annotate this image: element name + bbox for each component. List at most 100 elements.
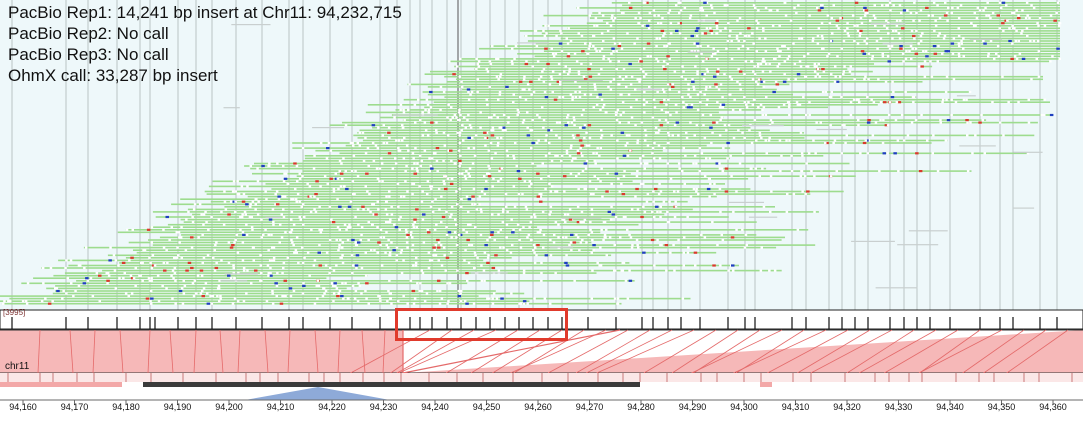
read-label-mark — [340, 295, 344, 298]
read-label-mark — [430, 121, 434, 124]
read-label-mark — [328, 272, 331, 275]
read-label-mark — [646, 55, 649, 58]
read-label-mark — [968, 90, 972, 94]
read-label-mark — [621, 261, 624, 264]
read-label-mark — [705, 14, 708, 17]
read-label-mark — [1018, 52, 1022, 55]
read-label-mark — [532, 90, 536, 94]
read-label-mark — [826, 14, 830, 17]
read-label-mark — [299, 218, 302, 221]
read-label-mark — [571, 134, 575, 137]
read-label-mark — [544, 254, 549, 257]
read-label-mark — [411, 289, 416, 293]
molecule-read — [619, 9, 1060, 12]
read-label-mark — [585, 241, 588, 244]
read-label-mark — [612, 37, 616, 40]
read-label-mark — [696, 45, 699, 48]
read-label-mark — [330, 218, 333, 221]
read-label-mark — [693, 251, 698, 254]
read-label-mark — [879, 101, 883, 104]
read-label-mark — [372, 203, 375, 206]
read-label-mark — [519, 302, 523, 305]
read-label-mark — [941, 98, 945, 101]
read-label-mark — [798, 60, 802, 63]
read-label-mark — [343, 223, 347, 226]
read-label-mark — [700, 233, 703, 236]
read-label-mark — [467, 223, 470, 226]
read-label-mark — [658, 157, 662, 160]
read-label-mark — [464, 126, 467, 129]
read-label-mark — [318, 228, 321, 231]
read-label-mark — [565, 236, 568, 239]
read-label-mark — [201, 295, 205, 298]
read-label-mark — [635, 187, 639, 191]
read-label-mark — [1012, 27, 1015, 30]
read-label-mark — [576, 134, 580, 137]
read-label-mark — [592, 152, 595, 155]
read-label-mark — [341, 282, 344, 285]
read-label-mark — [736, 19, 739, 22]
read-label-mark — [748, 129, 751, 132]
read-label-mark — [710, 4, 713, 7]
read-label-mark — [605, 190, 609, 193]
read-label-mark — [422, 213, 426, 216]
read-label-mark — [456, 203, 459, 206]
molecule-read — [107, 254, 612, 257]
read-label-mark — [201, 233, 204, 236]
read-label-mark — [587, 144, 590, 147]
read-label-mark — [568, 68, 571, 71]
read-label-mark — [233, 277, 236, 280]
read-label-mark — [236, 251, 240, 254]
read-label-mark — [569, 147, 573, 150]
molecule-read — [152, 211, 819, 213]
read-label-mark — [462, 139, 465, 142]
read-label-mark — [639, 68, 643, 71]
read-label-mark — [673, 215, 677, 219]
read-label-mark — [195, 292, 198, 295]
read-label-mark — [105, 272, 108, 275]
read-label-mark — [405, 231, 408, 234]
read-label-mark — [751, 103, 755, 106]
read-label-mark — [339, 185, 343, 188]
read-label-mark — [162, 246, 166, 249]
read-label-mark — [739, 88, 742, 91]
read-label-mark — [474, 203, 477, 206]
read-label-mark — [685, 131, 688, 134]
read-label-mark — [1043, 98, 1046, 101]
read-label-mark — [530, 147, 533, 150]
read-label-mark — [491, 213, 494, 216]
read-label-mark — [254, 208, 257, 211]
read-label-mark — [172, 277, 175, 280]
read-label-mark — [491, 45, 494, 48]
read-label-mark — [651, 116, 655, 119]
read-label-mark — [708, 195, 711, 198]
read-label-mark — [815, 65, 818, 68]
read-label-mark — [999, 6, 1003, 9]
read-label-mark — [234, 190, 237, 193]
read-label-mark — [840, 96, 843, 99]
read-label-mark — [557, 223, 560, 226]
read-label-mark — [957, 34, 961, 38]
read-label-mark — [677, 162, 681, 165]
read-label-mark — [664, 111, 668, 114]
reference-panel[interactable] — [0, 309, 1083, 429]
read-label-mark — [590, 213, 594, 216]
read-label-mark — [888, 47, 892, 50]
read-label-mark — [554, 272, 557, 275]
read-label-mark — [162, 228, 165, 231]
read-label-mark — [653, 106, 657, 109]
read-label-mark — [900, 113, 904, 117]
read-label-mark — [256, 167, 259, 170]
read-label-mark — [587, 47, 591, 50]
read-label-mark — [741, 228, 744, 231]
read-label-mark — [744, 60, 748, 63]
read-label-mark — [641, 24, 644, 27]
read-label-mark — [594, 47, 597, 50]
read-label-mark — [453, 113, 457, 117]
read-label-mark — [242, 300, 246, 303]
read-label-mark — [718, 187, 722, 191]
molecule-reads-panel[interactable]: PacBio Rep1: 14,241 bp insert at Chr11: … — [0, 0, 1083, 310]
read-label-mark — [554, 52, 558, 55]
read-label-mark — [528, 185, 531, 188]
read-label-mark — [341, 246, 344, 249]
